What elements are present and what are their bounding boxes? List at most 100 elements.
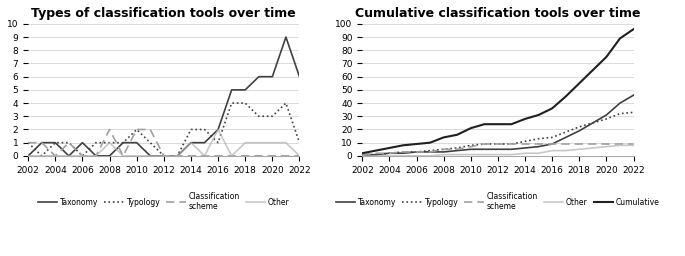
Taxonomy [562,136,570,139]
Cumulative [412,142,421,145]
Other [295,154,303,157]
Other [385,154,393,157]
Other [187,141,195,144]
Typology [38,154,46,157]
Taxonomy [282,36,290,39]
Typology [575,125,584,128]
Taxonomy [440,150,448,153]
Classification
scheme [201,154,209,157]
Taxonomy [295,75,303,78]
Taxonomy [575,129,584,132]
Typology [105,141,114,144]
Taxonomy [480,148,488,151]
Classification
scheme [38,141,46,144]
Typology [78,154,86,157]
Classification
scheme [282,154,290,157]
Cumulative [399,144,407,147]
Taxonomy [146,154,154,157]
Classification
scheme [372,152,380,155]
Other [548,149,556,152]
Cumulative [480,123,488,126]
Taxonomy [227,88,236,91]
Typology [399,150,407,153]
Typology [372,153,380,156]
Typology [173,154,182,157]
Cumulative [466,127,475,130]
Typology [521,140,529,143]
Other [201,154,209,157]
Classification
scheme [78,154,86,157]
Classification
scheme [269,154,277,157]
Legend: Taxonomy, Typology, Classification
scheme, Other, Cumulative: Taxonomy, Typology, Classification schem… [333,189,663,214]
Other [399,154,407,157]
Typology [412,150,421,153]
Typology [241,102,249,105]
Other [214,128,222,131]
Classification
scheme [466,145,475,148]
Classification
scheme [426,150,434,153]
Cumulative [508,123,516,126]
Typology [133,128,141,131]
Typology [630,111,638,114]
Classification
scheme [385,152,393,155]
Cumulative [562,95,570,98]
Classification
scheme [187,154,195,157]
Typology [255,115,263,118]
Taxonomy [372,153,380,156]
Typology [562,131,570,134]
Taxonomy [466,148,475,151]
Classification
scheme [534,142,543,145]
Taxonomy [588,121,597,124]
Title: Cumulative classification tools over time: Cumulative classification tools over tim… [355,7,640,20]
Other [282,141,290,144]
Typology [358,153,366,156]
Other [255,141,263,144]
Other [133,154,141,157]
Classification
scheme [227,154,236,157]
Title: Types of classification tools over time: Types of classification tools over time [32,7,296,20]
Classification
scheme [146,128,154,131]
Typology [201,128,209,131]
Other [65,154,73,157]
Classification
scheme [575,142,584,145]
Other [51,154,60,157]
Legend: Taxonomy, Typology, Classification
scheme, Other: Taxonomy, Typology, Classification schem… [35,189,293,214]
Typology [440,148,448,151]
Taxonomy [201,141,209,144]
Line: Classification
scheme: Classification scheme [28,130,299,156]
Typology [548,136,556,139]
Taxonomy [269,75,277,78]
Other [521,152,529,155]
Classification
scheme [588,142,597,145]
Taxonomy [92,154,100,157]
Other [616,144,624,147]
Classification
scheme [548,142,556,145]
Typology [187,128,195,131]
Cumulative [616,37,624,40]
Other [24,154,32,157]
Taxonomy [119,141,127,144]
Line: Other: Other [28,130,299,156]
Cumulative [440,136,448,139]
Classification
scheme [494,142,502,145]
Other [412,154,421,157]
Line: Cumulative: Cumulative [362,29,634,153]
Other [453,153,461,156]
Typology [51,141,60,144]
Other [105,141,114,144]
Classification
scheme [440,148,448,151]
Taxonomy [412,150,421,153]
Other [440,153,448,156]
Classification
scheme [453,148,461,151]
Cumulative [588,69,597,72]
Line: Typology: Typology [28,103,299,156]
Classification
scheme [521,142,529,145]
Cumulative [534,113,543,116]
Typology [227,102,236,105]
Other [534,152,543,155]
Cumulative [372,149,380,152]
Taxonomy [38,141,46,144]
Typology [426,149,434,152]
Taxonomy [616,102,624,105]
Typology [24,141,32,144]
